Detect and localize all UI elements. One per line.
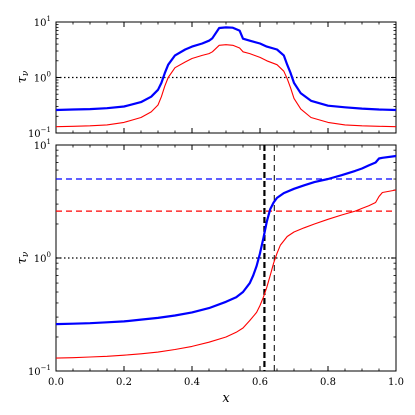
y-tick-label: 10−1 bbox=[28, 126, 51, 140]
y-tick-label: 101 bbox=[34, 138, 51, 152]
bottom-series bbox=[55, 154, 397, 359]
svg-text:τν: τν bbox=[15, 70, 31, 83]
blue-series-line bbox=[55, 26, 397, 112]
y-tick-label: 10−1 bbox=[28, 364, 51, 378]
x-tick-label: 0.8 bbox=[320, 377, 336, 388]
x-tick-label: 1.0 bbox=[388, 377, 404, 388]
x-tick-label: 0.4 bbox=[184, 377, 200, 388]
bottom-reference-lines bbox=[56, 145, 396, 371]
red-series-line bbox=[55, 189, 397, 359]
bottom-panel: τν x 10−1 100 101 0.0 0.2 0.4 0.6 0.8 1.0 bbox=[15, 138, 404, 406]
top-y-ticks: 10−1 100 101 bbox=[28, 15, 397, 140]
blue-series-line bbox=[55, 154, 397, 326]
top-panel: τν 10−1 100 101 bbox=[15, 15, 397, 140]
x-axis-label: x bbox=[222, 391, 230, 406]
y-tick-label: 101 bbox=[34, 15, 51, 29]
y-tick-label: 100 bbox=[34, 251, 51, 265]
top-series bbox=[55, 26, 397, 128]
x-tick-label: 0.2 bbox=[116, 377, 132, 388]
x-tick-label: 0.6 bbox=[252, 377, 268, 388]
top-y-axis-label: τν bbox=[15, 70, 31, 83]
bottom-y-axis-label: τν bbox=[15, 251, 31, 264]
red-series-line bbox=[55, 44, 397, 128]
x-tick-label: 0.0 bbox=[48, 377, 64, 388]
bottom-y-ticks: 10−1 100 101 0.0 0.2 0.4 0.6 0.8 1.0 bbox=[28, 138, 404, 388]
svg-text:τν: τν bbox=[15, 251, 31, 264]
y-tick-label: 100 bbox=[34, 71, 51, 85]
